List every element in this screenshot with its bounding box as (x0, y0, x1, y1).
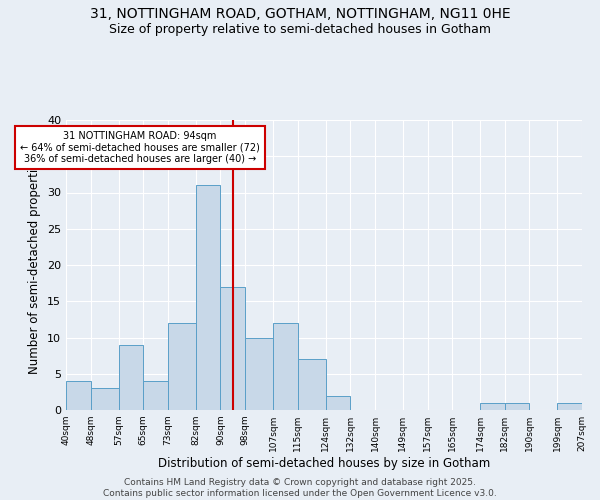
Text: Size of property relative to semi-detached houses in Gotham: Size of property relative to semi-detach… (109, 22, 491, 36)
Y-axis label: Number of semi-detached properties: Number of semi-detached properties (28, 156, 41, 374)
Bar (220, 287, 245, 410)
X-axis label: Distribution of semi-detached houses by size in Gotham: Distribution of semi-detached houses by … (158, 457, 490, 470)
Bar (480, 403, 505, 410)
Bar (298, 359, 326, 410)
Bar (557, 403, 582, 410)
Bar (196, 185, 220, 410)
Text: 31, NOTTINGHAM ROAD, GOTHAM, NOTTINGHAM, NG11 0HE: 31, NOTTINGHAM ROAD, GOTHAM, NOTTINGHAM,… (89, 8, 511, 22)
Bar (143, 381, 168, 410)
Bar (66, 381, 91, 410)
Bar (273, 323, 298, 410)
Bar (119, 345, 143, 410)
Bar (505, 403, 529, 410)
Bar (245, 338, 273, 410)
Bar (326, 396, 350, 410)
Bar (168, 323, 196, 410)
Text: 31 NOTTINGHAM ROAD: 94sqm
← 64% of semi-detached houses are smaller (72)
36% of : 31 NOTTINGHAM ROAD: 94sqm ← 64% of semi-… (20, 131, 260, 164)
Text: Contains HM Land Registry data © Crown copyright and database right 2025.
Contai: Contains HM Land Registry data © Crown c… (103, 478, 497, 498)
Bar (91, 388, 119, 410)
